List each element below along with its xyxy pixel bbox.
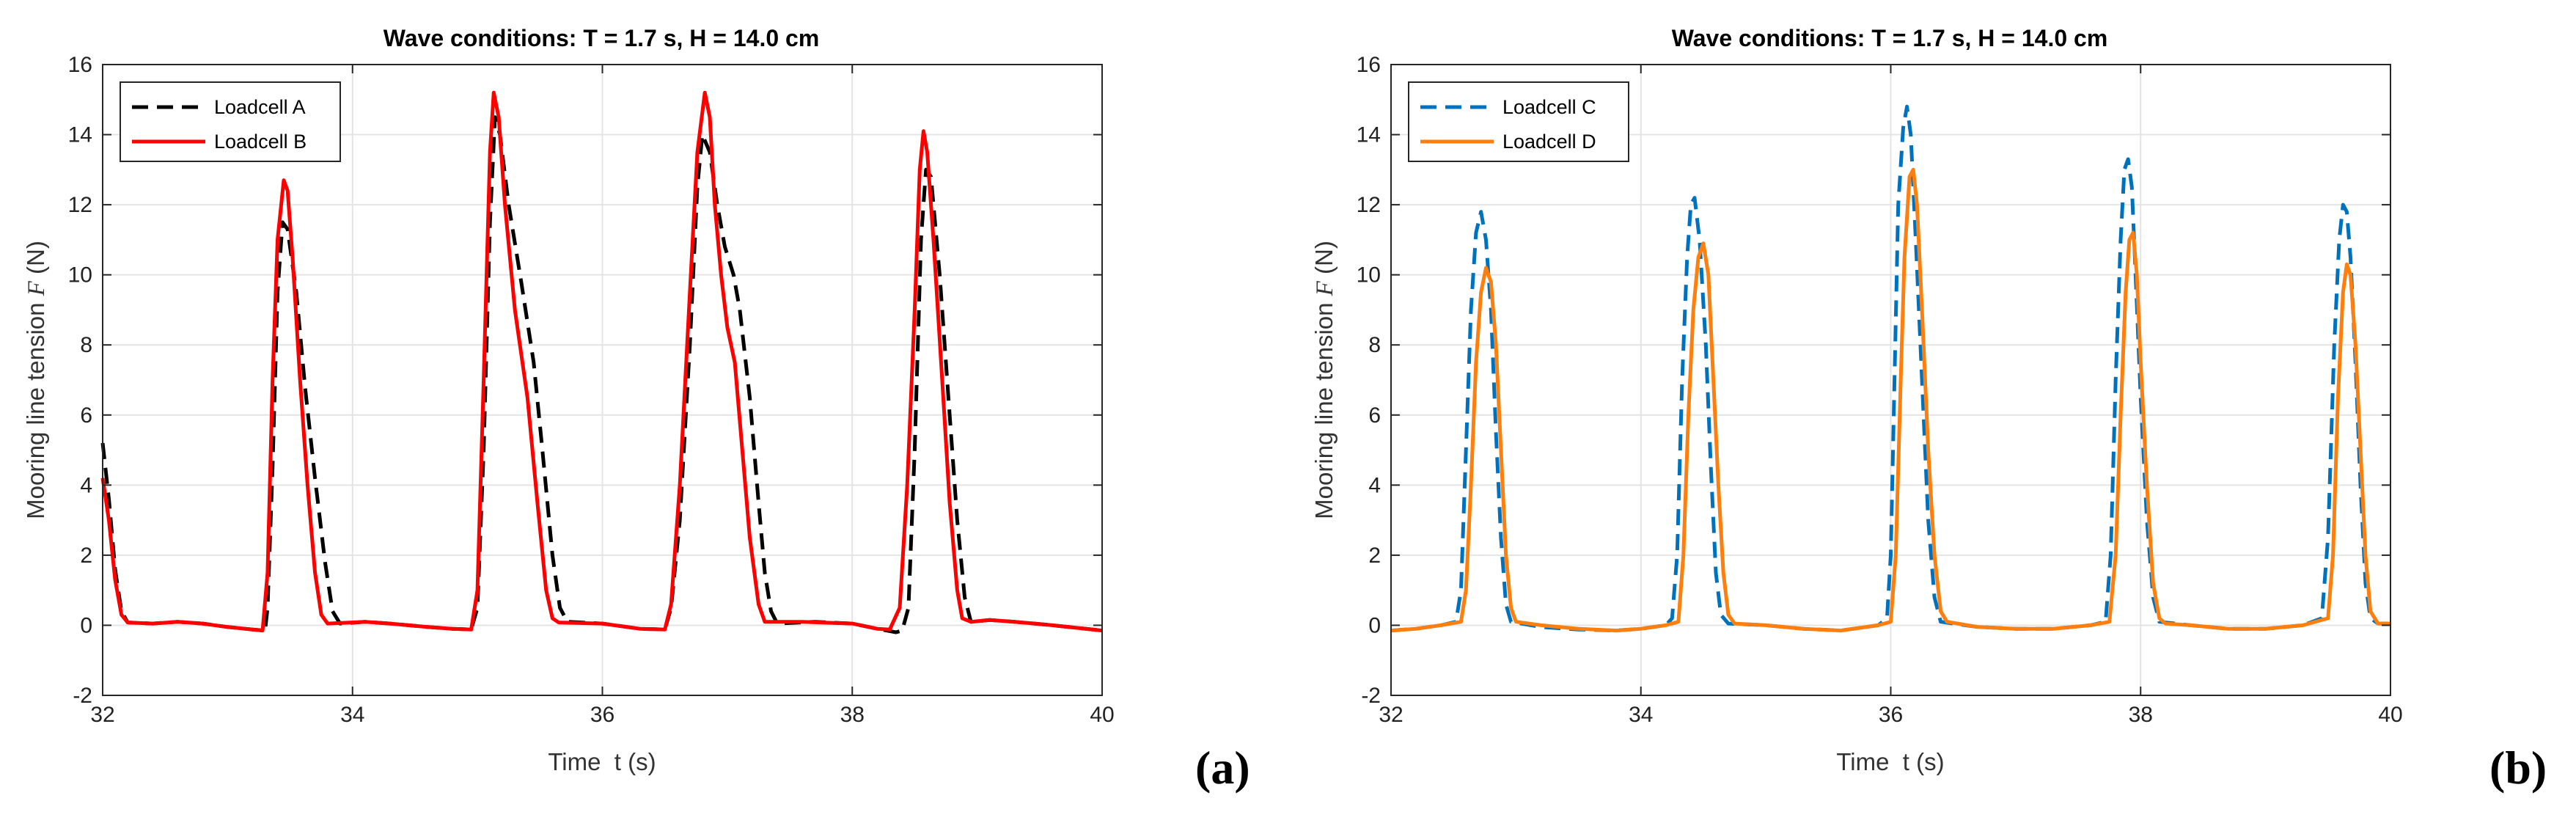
y-tick-label: 2	[1368, 544, 1381, 568]
legend-label-loadcell-c: Loadcell C	[1502, 96, 1596, 118]
y-tick-label: 0	[1368, 613, 1381, 637]
y-tick-label: 14	[68, 123, 92, 147]
legend: Loadcell A Loadcell B	[120, 81, 341, 162]
legend-box	[120, 81, 341, 162]
chart-title: Wave conditions: T = 1.7 s, H = 14.0 cm	[384, 25, 820, 51]
y-tick-label: 12	[1357, 193, 1381, 217]
chart-panel-a: Wave conditions: T = 1.7 s, H = 14.0 cm …	[22, 25, 1250, 794]
panel-label-b: (b)	[2489, 742, 2547, 794]
axis-ticks: 32 34 36 38 40 -2 0 2 4 6 8 10 12 14 16	[68, 53, 1115, 727]
x-axis-label: Time t (s)	[548, 748, 656, 775]
legend-label-loadcell-d: Loadcell D	[1502, 131, 1596, 153]
y-tick-label: 16	[1357, 53, 1381, 77]
x-tick-label: 34	[340, 703, 364, 727]
y-axis-label-unit: (N)	[1310, 241, 1337, 281]
axis-ticks: 32 34 36 38 40 -2 0 2 4 6 8 10 12 14 16	[1357, 53, 2403, 727]
series-layer	[100, 90, 1103, 634]
series-line-loadcell-d	[1390, 167, 2390, 633]
y-tick-label: 14	[1357, 123, 1381, 147]
y-axis-label-part: Mooring line tension	[22, 296, 49, 519]
y-tick-label: 4	[80, 473, 92, 497]
x-tick-label: 32	[1379, 703, 1403, 727]
x-axis-label: Time t (s)	[1836, 748, 1944, 775]
y-tick-label: 8	[1368, 333, 1381, 357]
y-tick-label: 2	[80, 544, 92, 568]
y-tick-label: 0	[80, 613, 92, 637]
y-axis-label-variable: F	[23, 280, 50, 296]
x-tick-label: 38	[840, 703, 865, 727]
legend-box	[1408, 81, 1629, 162]
x-tick-label: 38	[2129, 703, 2153, 727]
y-tick-label: -2	[73, 684, 92, 708]
x-tick-label: 36	[590, 703, 614, 727]
y-axis-label-unit: (N)	[22, 241, 49, 281]
y-tick-label: 12	[68, 193, 92, 217]
x-tick-label: 34	[1629, 703, 1653, 727]
y-tick-label: 8	[80, 333, 92, 357]
y-tick-label: 6	[80, 403, 92, 428]
panel-label-a: (a)	[1195, 742, 1250, 794]
legend: Loadcell C Loadcell D	[1408, 81, 1629, 162]
y-tick-label: 10	[68, 263, 92, 288]
y-tick-label: 16	[68, 53, 92, 77]
series-layer	[1390, 104, 2390, 633]
y-tick-label: 10	[1357, 263, 1381, 288]
x-tick-label: 40	[1090, 703, 1114, 727]
y-tick-label: 4	[1368, 473, 1381, 497]
x-tick-label: 40	[2378, 703, 2402, 727]
y-axis-label-part: Mooring line tension	[1310, 296, 1337, 519]
y-tick-label: -2	[1361, 684, 1381, 708]
x-tick-label: 36	[1879, 703, 1903, 727]
legend-label-loadcell-b: Loadcell B	[214, 131, 307, 153]
series-line-loadcell-a	[100, 115, 1103, 634]
y-tick-label: 6	[1368, 403, 1381, 428]
y-axis-label-variable: F	[1312, 280, 1338, 296]
x-tick-label: 32	[90, 703, 114, 727]
series-line-loadcell-b	[100, 90, 1103, 633]
chart-title: Wave conditions: T = 1.7 s, H = 14.0 cm	[1672, 25, 2108, 51]
legend-label-loadcell-a: Loadcell A	[214, 96, 306, 118]
chart-panel-b: Wave conditions: T = 1.7 s, H = 14.0 cm …	[1310, 25, 2547, 794]
y-axis-label: Mooring line tension F (N)	[1310, 241, 1338, 519]
y-axis-label: Mooring line tension F (N)	[22, 241, 50, 519]
